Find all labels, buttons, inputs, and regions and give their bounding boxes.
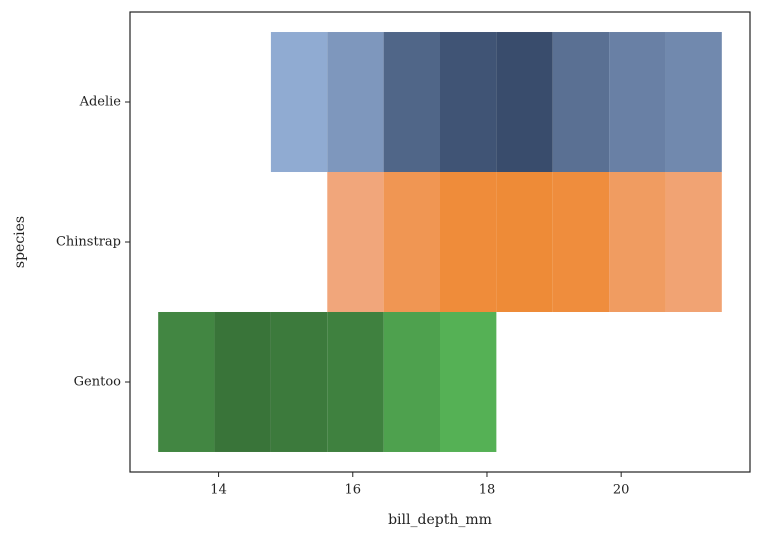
bin [440,32,497,173]
bin [665,172,722,312]
bin [609,172,666,312]
bin [496,32,553,173]
y-axis-label: species [12,216,28,268]
y-tick-label: Chinstrap [56,235,121,250]
bin [383,32,440,173]
bin [270,311,328,452]
bin [327,172,384,312]
bin [496,172,553,312]
x-tick-label: 20 [613,483,630,498]
x-tick-label: 16 [344,483,361,498]
x-tick-label: 14 [210,483,227,498]
bin [158,311,215,452]
bin [270,32,328,173]
bin [327,311,384,452]
plot-frame [129,11,751,473]
bin [327,32,384,173]
bin [552,172,610,312]
bin [383,311,440,452]
y-tick-label: Gentoo [74,374,122,389]
bin [552,32,610,173]
x-tick-label: 18 [479,483,496,498]
bin [440,172,497,312]
bin [383,172,440,312]
y-tick-label: Adelie [79,95,122,110]
bin [214,311,271,452]
x-axis-label: bill_depth_mm [388,512,492,528]
bin [665,32,722,173]
bin [609,32,666,173]
bin [440,311,497,452]
